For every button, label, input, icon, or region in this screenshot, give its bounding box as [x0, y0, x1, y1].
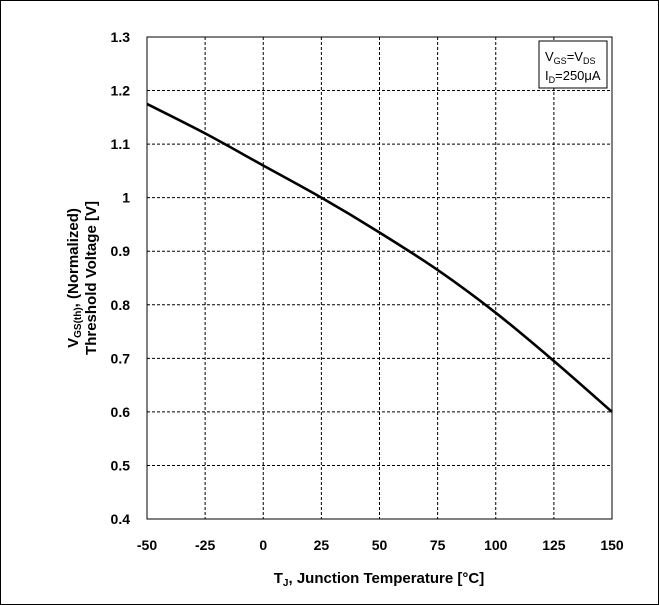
threshold-voltage-curve: [146, 102, 613, 413]
y-tick-label: 0.9: [111, 243, 131, 259]
x-tick-label: 50: [372, 537, 388, 553]
x-tick-label: 25: [314, 537, 330, 553]
y-tick-label: 0.4: [111, 511, 131, 527]
y-tick-label: 1: [122, 190, 130, 206]
y-tick-label: 0.7: [111, 350, 131, 366]
y-tick-label: 0.5: [111, 457, 131, 473]
y-axis-title-line2: Threshold Voltage [V]: [83, 201, 100, 355]
y-tick-label: 0.6: [111, 404, 131, 420]
x-axis-title: TJ, Junction Temperature [°C]: [274, 570, 484, 589]
x-tick-label: -50: [137, 537, 157, 553]
y-tick-label: 1.1: [111, 136, 131, 152]
legend-line-vgs-vds: VGS=VDS: [545, 49, 595, 66]
curve-layer: [146, 102, 613, 413]
y-tick-label: 1.3: [111, 29, 131, 45]
x-tick-label: 150: [600, 537, 624, 553]
plot-area-border: [146, 36, 613, 520]
legend-line-id: ID=250μA: [545, 68, 601, 85]
x-tick-label: -25: [195, 537, 215, 553]
y-axis-title-line1: VGS(th), (Normalized): [65, 208, 84, 348]
x-tick-label: 125: [542, 537, 566, 553]
legend-box: [538, 40, 608, 89]
legend: VGS=VDS ID=250μA: [538, 40, 608, 89]
x-tick-label: 75: [430, 537, 446, 553]
y-tick-label: 0.8: [111, 297, 131, 313]
x-tick-label: 0: [259, 537, 267, 553]
y-tick-label: 1.2: [111, 83, 131, 99]
x-tick-label: 100: [484, 537, 508, 553]
tick-label-layer: -50 -25 0 25 50 75 100 125 150 0.4 0.5 0.6 0.7 0.8 0.9…: [111, 29, 624, 553]
grid-layer: [147, 37, 612, 519]
